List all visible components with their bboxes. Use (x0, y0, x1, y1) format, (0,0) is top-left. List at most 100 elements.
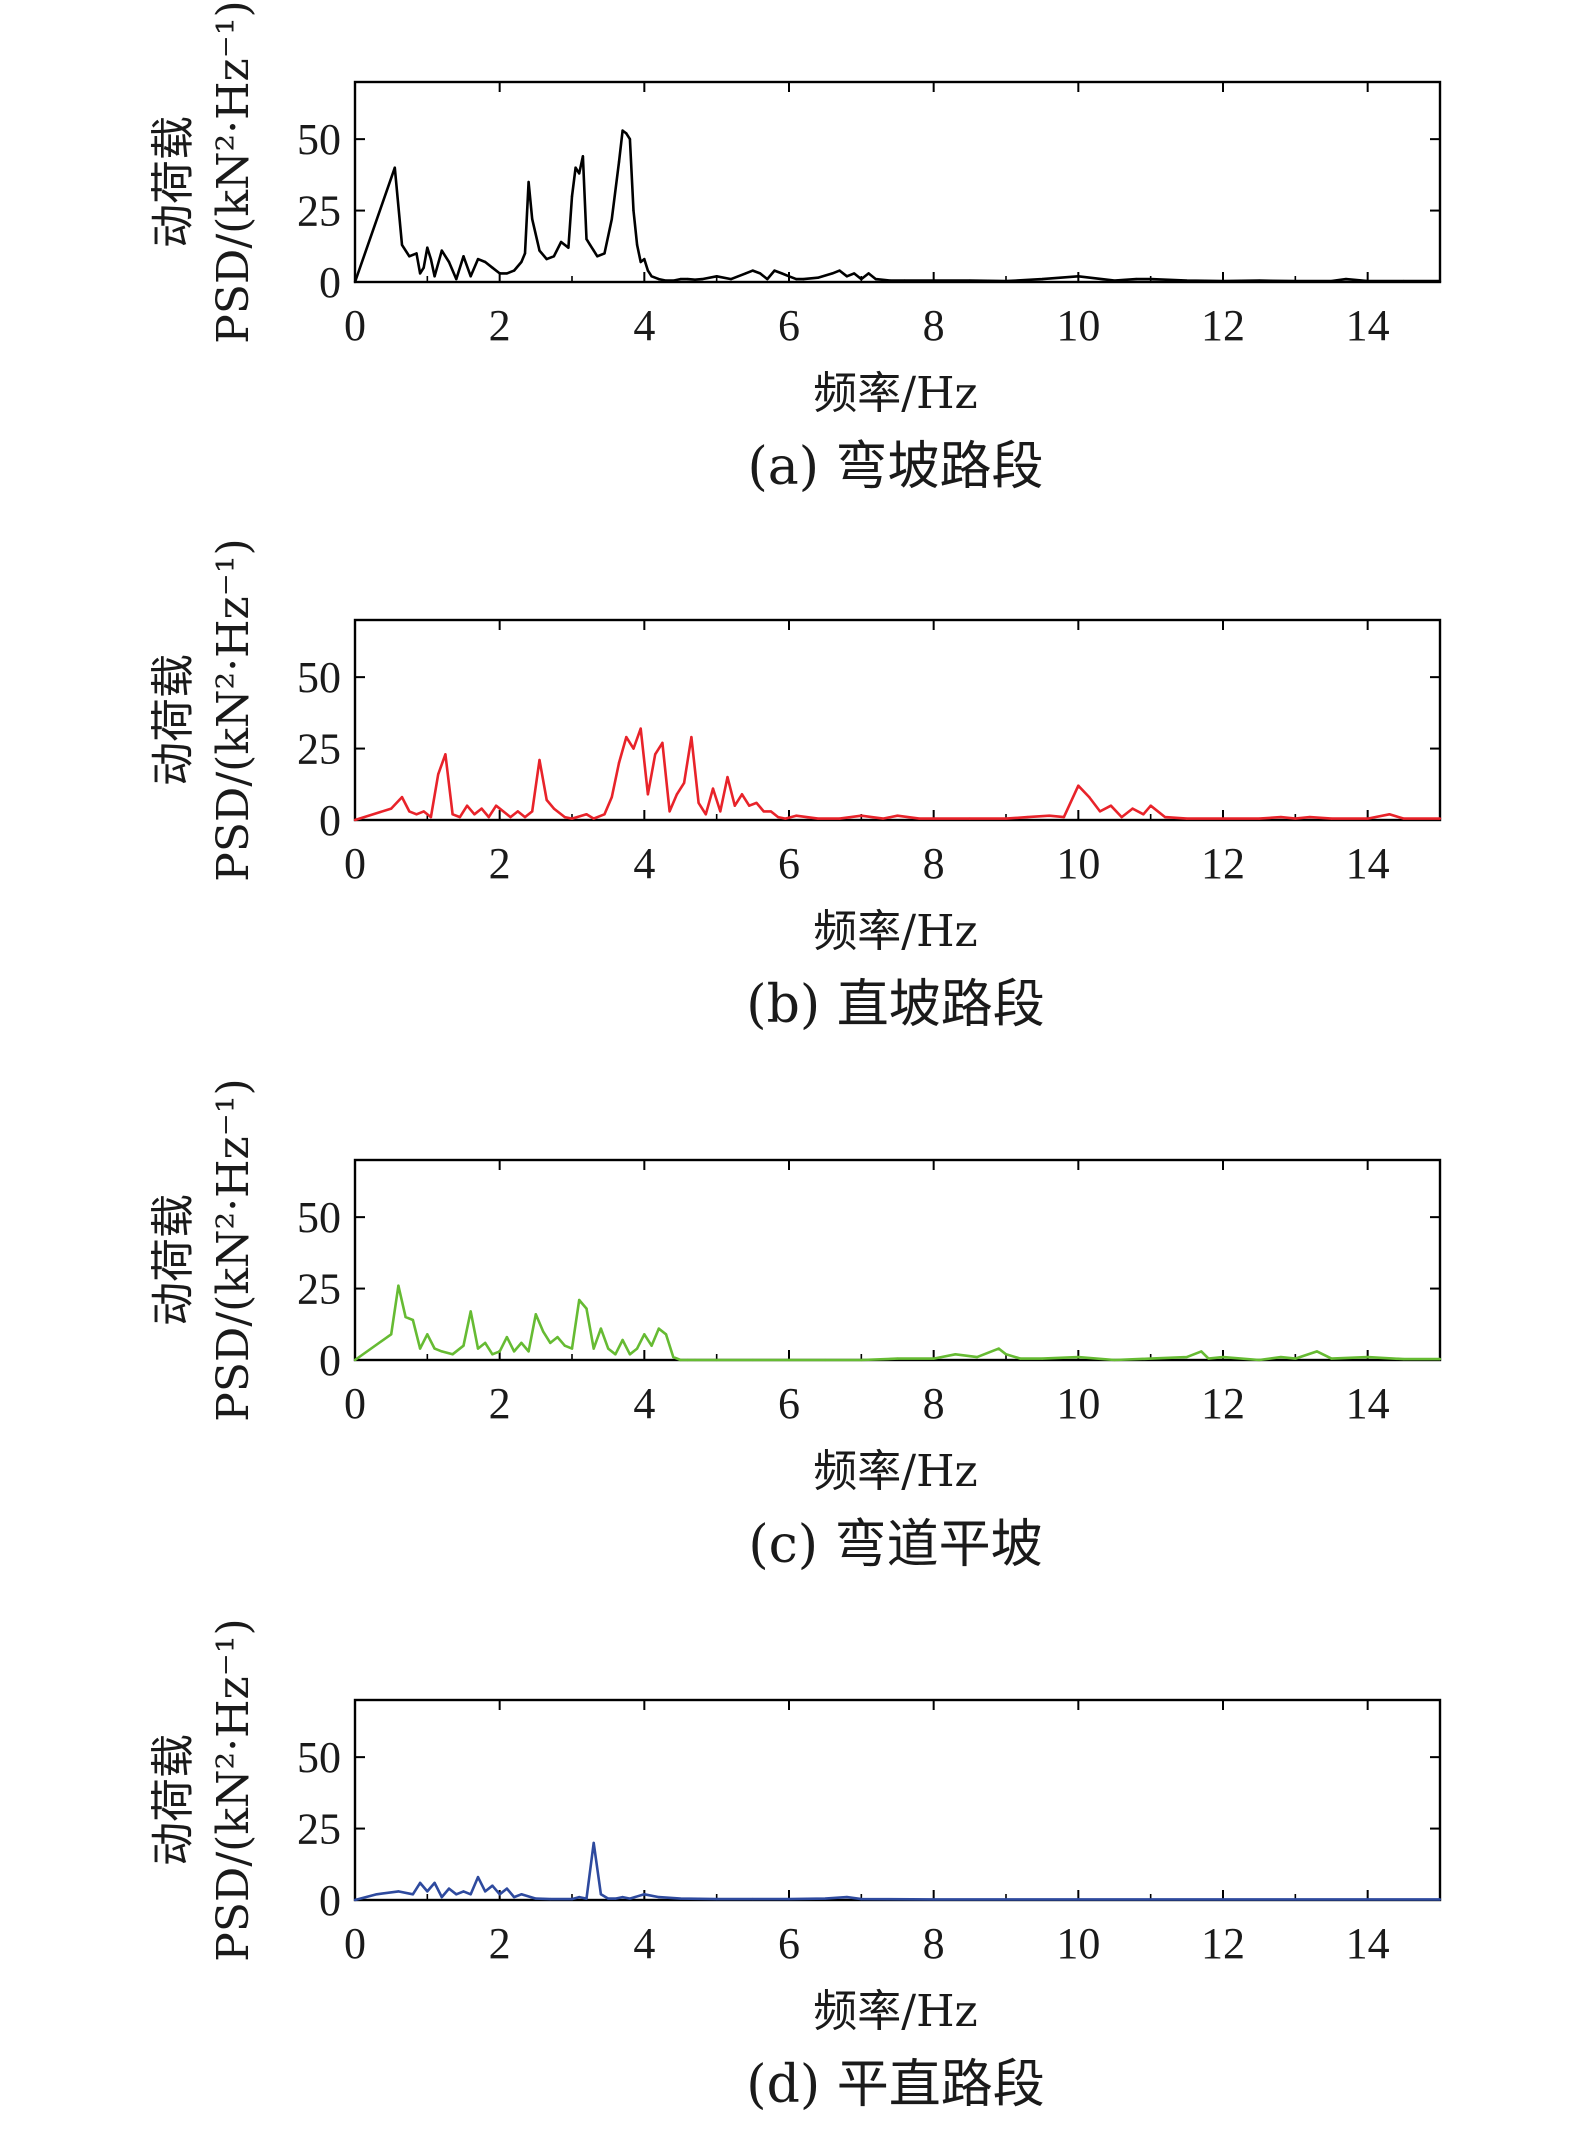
chart-panel-b: 0 2 4 6 8 10 12 14 0 25 50 动荷载 PSD/(kN²·Hz⁻¹) 频率/Hz (b… (148, 538, 1442, 1035)
data-point (1221, 1355, 1225, 1359)
data-point (444, 753, 447, 756)
x-tick-label: 6 (778, 1919, 800, 1968)
data-point (494, 804, 498, 807)
data-point (1149, 804, 1152, 807)
data-point (932, 279, 935, 282)
x-tick-label: 6 (778, 839, 800, 888)
x-tick-label: 14 (1346, 301, 1390, 350)
data-point (498, 272, 501, 275)
x-tick-label: 14 (1346, 1379, 1390, 1428)
data-point (426, 246, 429, 249)
data-point (968, 817, 971, 820)
y-tick-label: 0 (319, 258, 341, 307)
data-point (512, 269, 516, 272)
data-point (675, 793, 679, 796)
data-point (599, 1327, 603, 1330)
data-point (458, 815, 462, 819)
data-point (802, 277, 805, 281)
data-point (762, 810, 765, 813)
data-point (476, 257, 480, 261)
x-tick-label: 0 (344, 1379, 366, 1428)
x-tick-label: 14 (1346, 1919, 1390, 1968)
x-axis-label: 频率/Hz (813, 368, 977, 419)
data-point (704, 813, 707, 816)
data-point (1004, 817, 1008, 820)
data-point (353, 1358, 357, 1362)
data-point (639, 727, 642, 730)
data-point (592, 1347, 595, 1350)
plot-frame (353, 80, 1442, 284)
y-axis-label: 动荷载 (148, 1194, 199, 1326)
data-point (838, 269, 841, 272)
data-point (896, 1357, 899, 1360)
data-point (353, 280, 357, 284)
data-point (621, 129, 624, 132)
data-point (455, 1893, 458, 1896)
data-point (426, 1333, 429, 1336)
data-point (632, 747, 635, 750)
data-point (408, 255, 411, 258)
data-point (1207, 1357, 1210, 1360)
data-point (1366, 1355, 1369, 1359)
data-point (918, 817, 921, 820)
data-point (1294, 1898, 1297, 1901)
series-line (353, 129, 1440, 283)
data-point (748, 804, 751, 807)
data-point (751, 1897, 754, 1901)
data-point (1113, 279, 1116, 282)
data-point (1221, 1898, 1225, 1901)
data-point (1149, 1357, 1152, 1360)
x-tick-label: 4 (633, 301, 655, 350)
x-tick-label: 10 (1056, 1919, 1100, 1968)
x-tick-label: 0 (344, 1919, 366, 1968)
data-point (787, 1897, 791, 1901)
data-point (1438, 1357, 1442, 1361)
data-point (643, 1893, 646, 1896)
data-point (440, 1895, 443, 1899)
data-point (520, 1341, 523, 1345)
y-axis-label: 动荷载 (148, 1734, 199, 1866)
data-point (635, 1347, 639, 1350)
data-point (397, 1284, 400, 1287)
data-point (896, 814, 899, 817)
data-point (661, 741, 664, 745)
data-point (585, 237, 588, 241)
y-tick-label: 50 (297, 653, 341, 702)
x-tick-label: 12 (1201, 301, 1245, 350)
data-point (1258, 817, 1261, 820)
data-point (1062, 815, 1066, 819)
data-point (701, 277, 704, 281)
data-point (755, 801, 758, 805)
data-point (628, 1353, 632, 1356)
data-point (1279, 1355, 1283, 1359)
data-point (1077, 275, 1080, 278)
data-point (1041, 1357, 1044, 1360)
data-point (679, 1897, 682, 1900)
data-point (1019, 1357, 1022, 1360)
data-point (932, 1357, 935, 1360)
data-point (588, 243, 592, 247)
data-point (1366, 1898, 1369, 1901)
data-point (997, 1347, 1000, 1350)
data-point (538, 758, 541, 762)
data-point (433, 1347, 436, 1350)
data-point (766, 277, 769, 281)
data-point (596, 255, 599, 258)
data-point (860, 1897, 863, 1901)
data-point (592, 249, 595, 252)
data-point (411, 1318, 415, 1322)
data-point (400, 795, 404, 799)
data-point (831, 272, 834, 275)
data-point (1200, 1350, 1203, 1353)
data-point (679, 1358, 682, 1362)
data-point (390, 1333, 393, 1336)
data-point (1131, 807, 1134, 810)
data-point (639, 260, 642, 264)
data-point (585, 1897, 588, 1900)
data-point (574, 166, 577, 169)
data-point (502, 810, 505, 813)
data-point (1088, 795, 1091, 799)
data-point (614, 1897, 617, 1900)
data-point (505, 1335, 509, 1339)
data-point (570, 195, 574, 198)
